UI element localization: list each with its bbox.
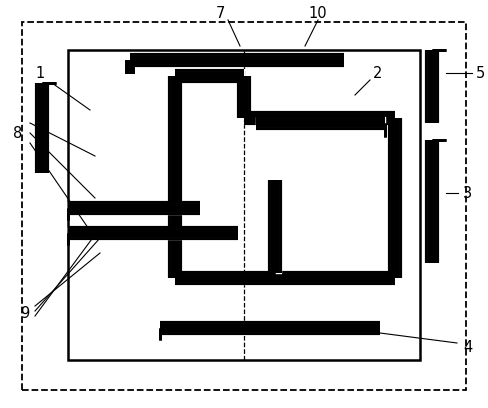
- Text: 5: 5: [475, 66, 485, 80]
- Text: 3: 3: [464, 186, 472, 200]
- Bar: [68, 50, 420, 360]
- Text: 9: 9: [20, 306, 30, 321]
- Text: 8: 8: [13, 126, 22, 140]
- Text: 7: 7: [215, 5, 224, 20]
- Text: 2: 2: [373, 66, 383, 80]
- Text: 1: 1: [35, 66, 44, 80]
- Text: 4: 4: [464, 341, 472, 355]
- Text: 10: 10: [309, 5, 327, 20]
